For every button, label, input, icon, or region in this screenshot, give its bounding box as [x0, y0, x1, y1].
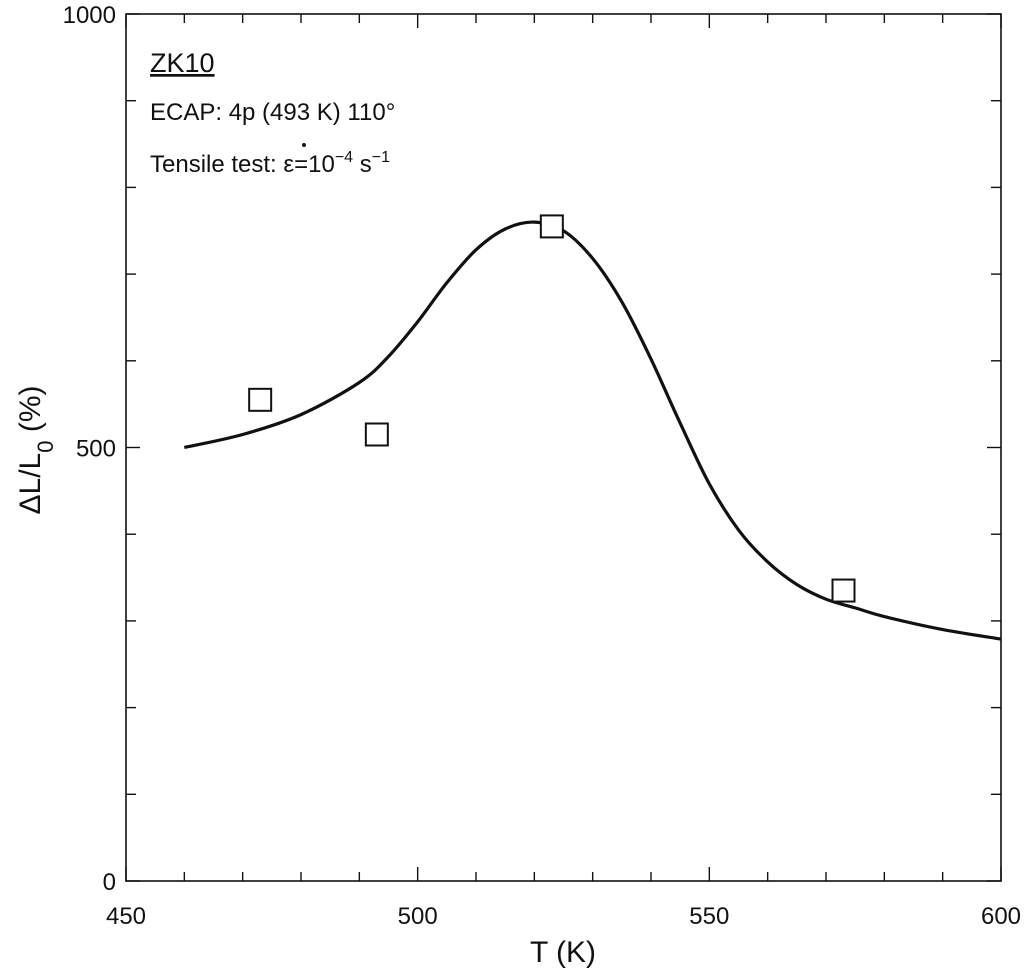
y-axis-title: ΔL/L0 (%) [14, 386, 58, 515]
material-label: ZK10 [150, 48, 215, 78]
y-tick-label: 0 [103, 869, 116, 896]
x-tick-label: 450 [106, 903, 146, 930]
data-point-marker [364, 422, 389, 447]
fit-curve [183, 220, 1002, 641]
axis-ticks [125, 13, 1002, 882]
x-tick-label: 550 [689, 903, 729, 930]
data-markers [248, 214, 856, 603]
plot-frame [125, 13, 1002, 882]
x-axis-title: T (K) [530, 936, 596, 969]
x-tick-label: 500 [398, 903, 438, 930]
data-point-marker [248, 387, 273, 412]
tensile-test-label: Tensile test: ε=10−4 s−1 [150, 149, 390, 178]
y-tick-label: 500 [76, 436, 116, 463]
data-point-marker [831, 578, 856, 603]
strain-rate-dot [302, 143, 306, 147]
data-point-marker [539, 214, 564, 239]
y-tick-label: 1000 [63, 2, 116, 29]
x-tick-label: 600 [981, 903, 1021, 930]
processing-label: ECAP: 4p (493 K) 110° [150, 99, 395, 126]
tick-labels: 450 500 550 600 0 500 1000 [63, 2, 1021, 930]
